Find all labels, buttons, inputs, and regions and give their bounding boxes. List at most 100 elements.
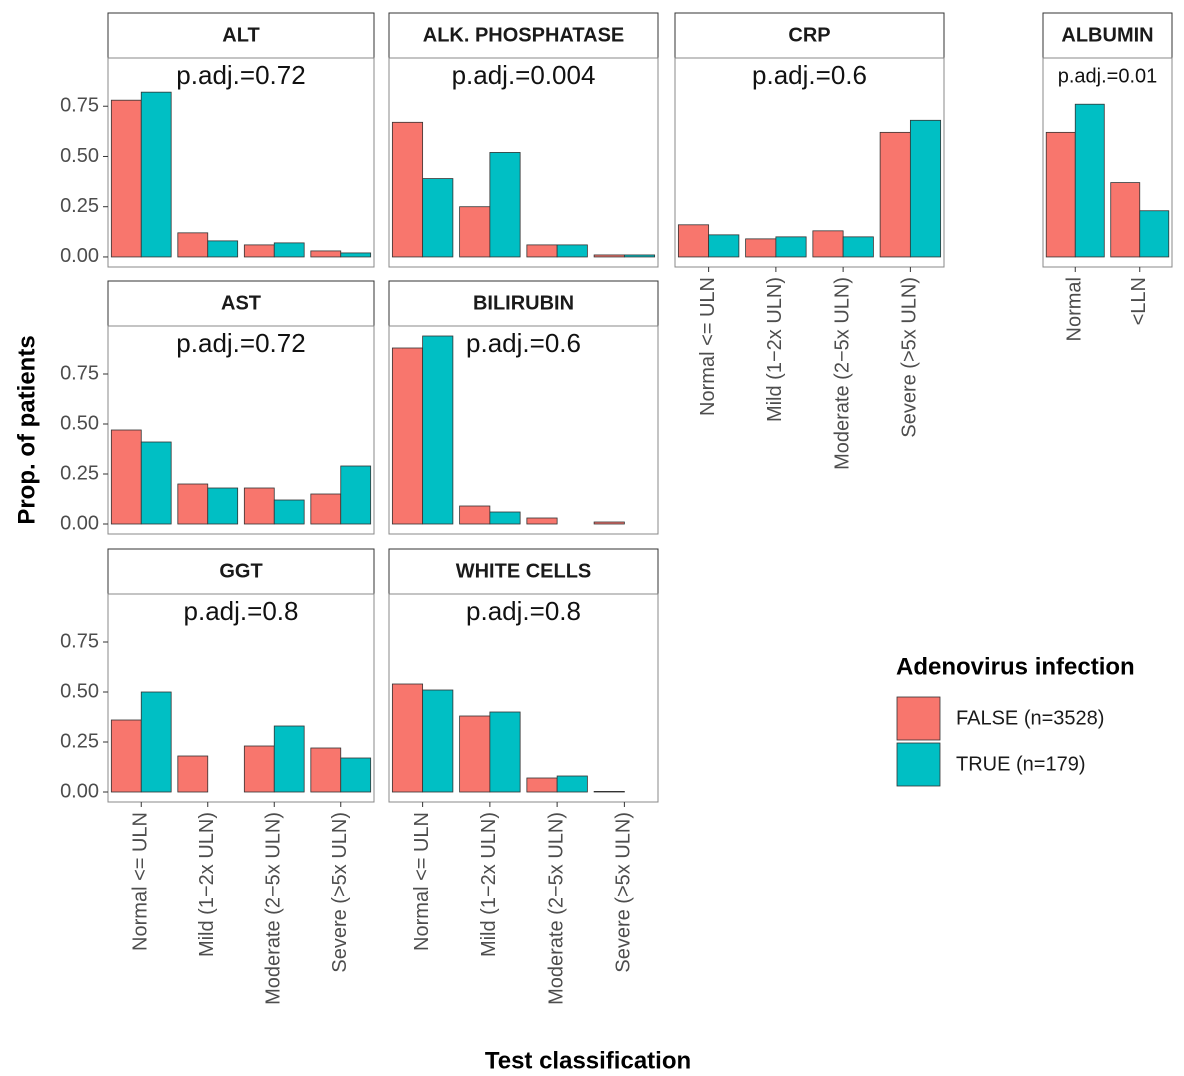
bar bbox=[422, 335, 454, 525]
y-tick-label: 0.75 bbox=[60, 95, 99, 117]
x-tick-label: <LLN bbox=[1128, 277, 1150, 325]
bar bbox=[140, 91, 172, 258]
facet-title: ALBUMIN bbox=[1061, 24, 1153, 46]
bar bbox=[1074, 103, 1105, 258]
bar bbox=[310, 493, 342, 525]
bar bbox=[842, 236, 874, 258]
legend-key bbox=[896, 742, 941, 787]
facet-title: BILIRUBIN bbox=[473, 292, 574, 314]
y-tick-label: 0.75 bbox=[60, 630, 99, 652]
x-tick-label: Moderate (2−5x ULN) bbox=[831, 277, 853, 470]
annotation: p.adj.=0.01 bbox=[1058, 65, 1158, 87]
bar bbox=[593, 521, 625, 525]
y-tick-label: 0.00 bbox=[60, 512, 99, 534]
x-tick-label: Moderate (2−5x ULN) bbox=[263, 812, 285, 1005]
bar bbox=[775, 236, 807, 258]
strip bbox=[674, 12, 945, 59]
strip bbox=[1042, 12, 1173, 59]
bar bbox=[1045, 131, 1076, 258]
legend-label: FALSE (n=3528) bbox=[956, 707, 1104, 729]
facet-title: WHITE CELLS bbox=[456, 560, 592, 582]
bar bbox=[593, 254, 625, 258]
x-tick-label: Severe (>5x ULN) bbox=[899, 277, 921, 438]
y-tick-label: 0.50 bbox=[60, 680, 99, 702]
bar bbox=[459, 206, 491, 258]
bar bbox=[243, 244, 275, 258]
annotation: p.adj.=0.72 bbox=[176, 328, 305, 358]
x-tick-label: Normal <= ULN bbox=[697, 277, 719, 416]
legend-title: Adenovirus infection bbox=[896, 653, 1135, 680]
bar bbox=[207, 487, 239, 525]
bar bbox=[489, 711, 521, 793]
annotation: p.adj.=0.72 bbox=[176, 60, 305, 90]
bar bbox=[273, 725, 305, 793]
x-tick-label: Normal <= ULN bbox=[130, 812, 152, 951]
bar bbox=[489, 152, 521, 258]
strip bbox=[388, 548, 659, 595]
x-tick-label: Mild (1−2x ULN) bbox=[478, 812, 500, 957]
bar bbox=[140, 691, 172, 793]
y-tick-label: 0.25 bbox=[60, 195, 99, 217]
annotation: p.adj.=0.004 bbox=[452, 60, 596, 90]
bar bbox=[140, 441, 172, 525]
strip bbox=[107, 280, 375, 327]
bar bbox=[677, 224, 710, 258]
bar bbox=[556, 775, 588, 793]
y-axis-title: Prop. of patients bbox=[13, 335, 40, 524]
y-tick-label: 0.25 bbox=[60, 462, 99, 484]
x-tick-label: Normal <= ULN bbox=[411, 812, 433, 951]
x-tick-label: Severe (>5x ULN) bbox=[613, 812, 635, 973]
bar bbox=[310, 250, 342, 258]
bar bbox=[177, 755, 209, 793]
bar bbox=[110, 99, 142, 258]
bar bbox=[489, 511, 521, 525]
bar bbox=[310, 747, 342, 793]
bar bbox=[273, 499, 305, 525]
bar bbox=[708, 234, 740, 258]
annotation: p.adj.=0.8 bbox=[466, 596, 581, 626]
facet-title: ALK. PHOSPHATASE bbox=[423, 24, 625, 46]
bar bbox=[177, 483, 209, 525]
bar bbox=[273, 242, 305, 258]
bar bbox=[593, 791, 625, 793]
facet-title: GGT bbox=[219, 560, 262, 582]
bar bbox=[391, 121, 424, 258]
y-tick-label: 0.00 bbox=[60, 245, 99, 267]
bar bbox=[526, 777, 558, 793]
facet-title: CRP bbox=[788, 24, 830, 46]
bar bbox=[207, 240, 239, 258]
bar bbox=[1139, 210, 1170, 258]
bar bbox=[526, 517, 558, 525]
bar bbox=[526, 244, 558, 258]
y-tick-label: 0.75 bbox=[60, 362, 99, 384]
bar bbox=[391, 347, 424, 525]
bar bbox=[623, 254, 656, 258]
bar bbox=[110, 719, 142, 793]
strip bbox=[107, 12, 375, 59]
legend-key bbox=[896, 696, 941, 741]
y-tick-label: 0.00 bbox=[60, 780, 99, 802]
bar bbox=[459, 505, 491, 525]
bar bbox=[243, 487, 275, 525]
bar bbox=[340, 252, 372, 258]
strip bbox=[388, 280, 659, 327]
x-tick-label: Severe (>5x ULN) bbox=[329, 812, 351, 973]
bar bbox=[556, 244, 588, 258]
bar bbox=[340, 757, 372, 793]
bar bbox=[909, 119, 942, 258]
bar bbox=[745, 238, 777, 258]
y-tick-label: 0.50 bbox=[60, 145, 99, 167]
x-tick-label: Mild (1−2x ULN) bbox=[196, 812, 218, 957]
bar bbox=[879, 131, 911, 258]
bar bbox=[391, 683, 424, 793]
x-axis-title: Test classification bbox=[485, 1047, 691, 1074]
x-tick-label: Mild (1−2x ULN) bbox=[764, 277, 786, 422]
bar bbox=[340, 465, 372, 525]
bar bbox=[422, 178, 454, 258]
legend-label: TRUE (n=179) bbox=[956, 753, 1086, 775]
annotation: p.adj.=0.6 bbox=[752, 60, 867, 90]
y-tick-label: 0.25 bbox=[60, 730, 99, 752]
bar bbox=[422, 689, 454, 793]
